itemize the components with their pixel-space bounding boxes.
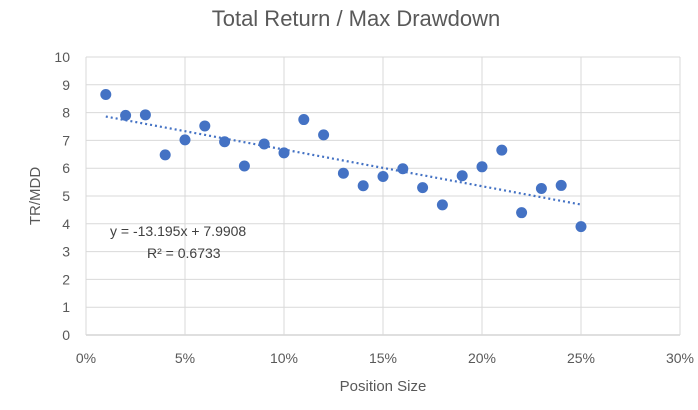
data-point bbox=[535, 182, 547, 194]
data-point bbox=[516, 207, 528, 219]
y-tick-label: 10 bbox=[54, 49, 70, 65]
data-point bbox=[179, 134, 191, 146]
y-tick-label: 7 bbox=[62, 132, 70, 148]
data-point bbox=[436, 199, 448, 211]
y-tick-label: 1 bbox=[62, 299, 70, 315]
data-point bbox=[219, 136, 231, 148]
data-point bbox=[456, 170, 468, 182]
data-point bbox=[258, 138, 270, 150]
data-point bbox=[555, 179, 567, 191]
x-tick-label: 10% bbox=[270, 350, 298, 366]
gridlines bbox=[85, 56, 681, 336]
y-tick-label: 4 bbox=[62, 216, 70, 232]
x-tick-label: 15% bbox=[369, 350, 397, 366]
y-tick-label: 2 bbox=[62, 271, 70, 287]
x-tick-label: 0% bbox=[76, 350, 96, 366]
data-point bbox=[377, 171, 389, 183]
axis-ticks: 0 1 2 3 4 5 6 7 8 9 10 0% 5% 10% 15% 20% 25% 30% bbox=[54, 49, 694, 366]
data-point bbox=[575, 221, 587, 233]
data-points bbox=[100, 89, 587, 233]
data-point bbox=[397, 163, 409, 175]
y-tick-label: 8 bbox=[62, 105, 70, 121]
linear-trendline bbox=[105, 115, 582, 206]
data-point bbox=[139, 109, 151, 121]
data-point bbox=[100, 89, 112, 101]
data-point bbox=[318, 129, 330, 141]
data-point bbox=[337, 167, 349, 179]
y-tick-label: 9 bbox=[62, 77, 70, 93]
y-tick-label: 6 bbox=[62, 160, 70, 176]
data-point bbox=[278, 147, 290, 159]
chart-title: Total Return / Max Drawdown bbox=[212, 6, 501, 31]
y-tick-label: 5 bbox=[62, 188, 70, 204]
data-point bbox=[417, 182, 429, 194]
data-point bbox=[496, 144, 508, 156]
data-point bbox=[159, 149, 171, 161]
trendline-group bbox=[105, 115, 582, 206]
x-tick-label: 25% bbox=[567, 350, 595, 366]
y-tick-label: 0 bbox=[62, 327, 70, 343]
data-point bbox=[120, 109, 132, 121]
data-point bbox=[476, 161, 488, 173]
y-axis-title: TR/MDD bbox=[27, 167, 44, 225]
data-point bbox=[357, 180, 369, 192]
x-tick-label: 20% bbox=[468, 350, 496, 366]
data-point bbox=[298, 114, 310, 126]
trendline-equation: y = -13.195x + 7.9908 bbox=[110, 223, 246, 239]
data-point bbox=[199, 120, 211, 132]
x-axis-title: Position Size bbox=[340, 378, 427, 395]
y-tick-label: 3 bbox=[62, 244, 70, 260]
data-point bbox=[238, 160, 250, 172]
x-tick-label: 5% bbox=[175, 350, 195, 366]
x-tick-label: 30% bbox=[666, 350, 694, 366]
trendline-r-squared: R² = 0.6733 bbox=[147, 245, 221, 261]
